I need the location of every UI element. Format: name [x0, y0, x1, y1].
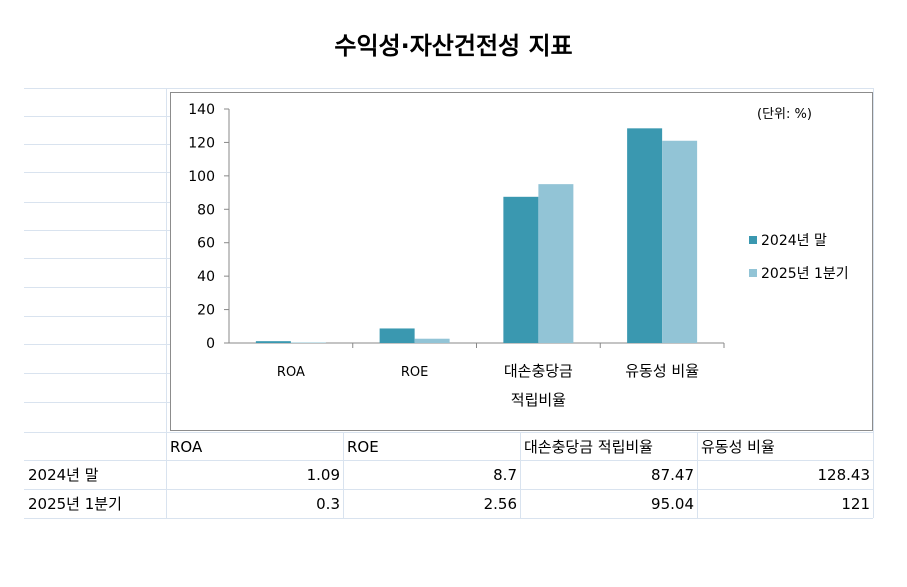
- bar: [379, 328, 415, 343]
- y-tick-label: 20: [197, 303, 215, 319]
- table-cell: 128.43: [817, 466, 871, 484]
- legend-swatch: [749, 236, 757, 244]
- y-tick-label: 100: [188, 169, 215, 185]
- table-row-label: 2025년 1분기: [28, 495, 122, 513]
- x-tick-label: ROE: [401, 365, 428, 380]
- bar: [627, 128, 663, 343]
- x-tick-label: 대손충당금 적립비율: [504, 362, 573, 409]
- bar-chart: 0 20 40 60 80 100 120 140 ROA ROE 대손충당금 적립비율 유동성 비율…: [188, 102, 849, 409]
- table-row-label: 2024년 말: [28, 466, 99, 484]
- legend-swatch: [749, 269, 757, 277]
- bar: [503, 196, 539, 343]
- x-tick-label: 유동성 비율: [625, 362, 699, 380]
- page-title: 수익성·자산건전성 지표: [334, 32, 573, 60]
- chart-container: 0 20 40 60 80 100 120 140 ROA ROE 대손충당금 적립비율 유동성 비율…: [170, 92, 873, 431]
- table-cell: 121: [841, 495, 870, 513]
- table-cell: 0.3: [316, 495, 340, 513]
- table-header-roa: ROA: [170, 438, 203, 456]
- y-tick-label: 60: [197, 236, 215, 252]
- table-cell: 2.56: [483, 495, 517, 513]
- table-header-roe: ROE: [347, 438, 379, 456]
- y-axis: 0 20 40 60 80 100 120 140: [188, 102, 725, 352]
- bar: [414, 338, 450, 343]
- legend: 2024년 말 2025년 1분기: [749, 233, 849, 282]
- bar: [538, 184, 574, 343]
- table-cell: 1.09: [306, 466, 340, 484]
- table-cell: 87.47: [651, 466, 694, 484]
- y-tick-label: 0: [206, 336, 215, 352]
- x-axis-labels: ROA ROE 대손충당금 적립비율 유동성 비율: [277, 362, 699, 409]
- table-header-liquidity-ratio: 유동성 비율: [701, 438, 775, 456]
- x-tick-label: ROA: [277, 365, 305, 380]
- legend-label: 2025년 1분기: [761, 266, 849, 282]
- legend-label: 2024년 말: [761, 233, 827, 249]
- y-tick-label: 80: [197, 202, 215, 218]
- table-header-provision-ratio: 대손충당금 적립비율: [524, 438, 653, 456]
- bar: [255, 341, 291, 343]
- y-tick-label: 140: [188, 102, 215, 118]
- bar: [290, 342, 326, 343]
- table-cell: 95.04: [651, 495, 694, 513]
- bars: [255, 128, 698, 343]
- table-cell: 8.7: [493, 466, 517, 484]
- unit-note: (단위: %): [757, 107, 812, 122]
- y-tick-label: 40: [197, 269, 215, 285]
- bar: [662, 140, 698, 343]
- y-tick-label: 120: [188, 135, 215, 151]
